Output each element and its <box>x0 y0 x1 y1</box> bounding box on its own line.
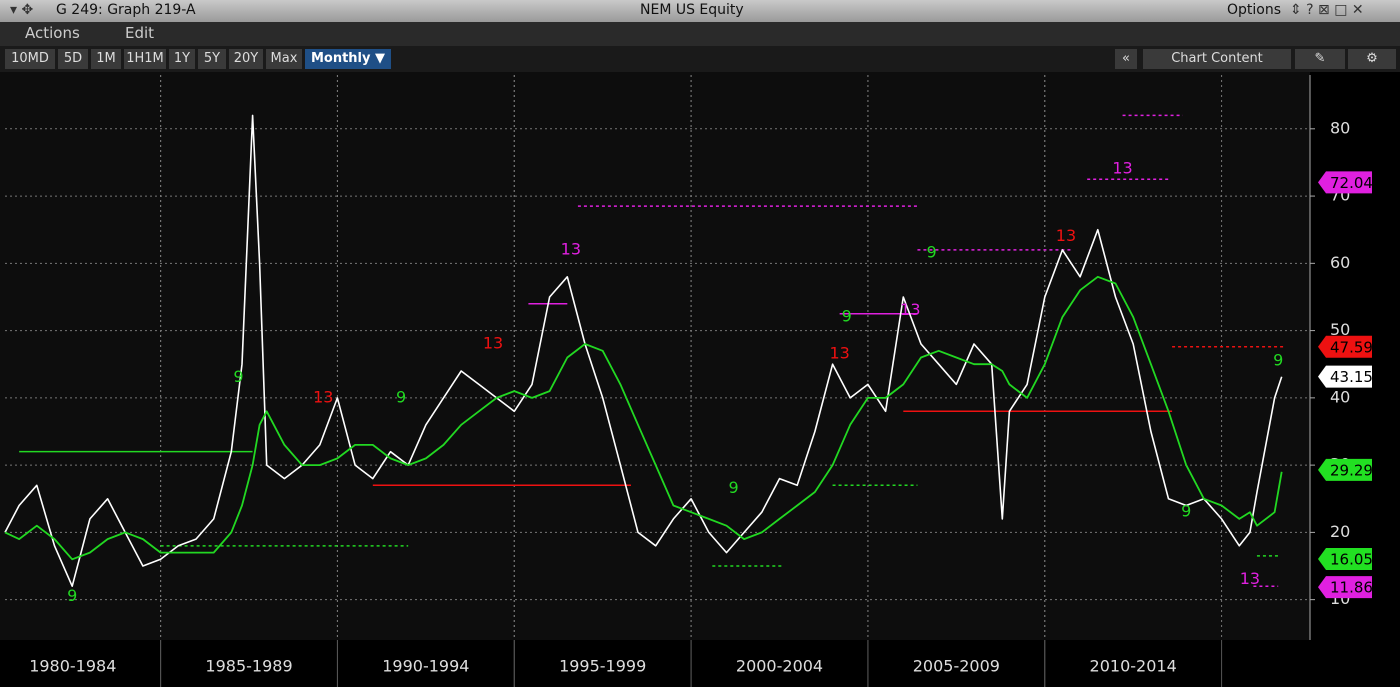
price-tag <box>1318 576 1372 599</box>
annotation: 13 <box>900 300 920 319</box>
range-button[interactable]: Monthly ▼ <box>305 49 391 69</box>
price-label: 47.59 <box>1330 338 1373 356</box>
menu-bar: Actions Edit <box>0 22 1400 46</box>
annotation: 13 <box>561 239 581 258</box>
y-tick-label: 40 <box>1330 387 1350 406</box>
x-tick-label: 1990-1994 <box>382 657 469 676</box>
menu-item[interactable]: Edit <box>125 24 155 42</box>
range-button[interactable]: 1M <box>91 49 121 69</box>
price-label: 11.86 <box>1330 579 1373 597</box>
annotation: 13 <box>483 334 503 353</box>
y-tick-label: 80 <box>1330 118 1350 137</box>
annotation: 13 <box>829 344 849 363</box>
moving-average-line <box>4 275 1283 561</box>
x-tick-label: 2005-2009 <box>913 657 1000 676</box>
annotation: 9 <box>926 243 936 262</box>
annotation: 13 <box>1056 226 1076 245</box>
settings-button[interactable]: ⚙ <box>1348 49 1396 69</box>
y-tick-label: 50 <box>1330 320 1350 339</box>
edit-button[interactable]: ✎ <box>1295 49 1345 69</box>
price-tag <box>1318 547 1372 570</box>
price-tag <box>1318 335 1372 358</box>
annotation: 9 <box>233 367 243 386</box>
x-tick-label: 2010-2014 <box>1090 657 1177 676</box>
window-title: G 249: Graph 219-A <box>56 2 196 18</box>
range-button[interactable]: 5Y <box>198 49 226 69</box>
x-tick-label: 2000-2004 <box>736 657 823 676</box>
x-tick-label: 1985-1989 <box>205 657 292 676</box>
annotation: 9 <box>728 478 738 497</box>
menu-item[interactable]: Actions <box>25 24 80 42</box>
x-tick-label: 1995-1999 <box>559 657 646 676</box>
range-button[interactable]: Max <box>266 49 302 69</box>
price-tag <box>1318 458 1372 481</box>
annotation: 13 <box>313 387 333 406</box>
annotation: 9 <box>396 387 406 406</box>
price-label: 16.05 <box>1330 550 1373 568</box>
range-button[interactable]: 20Y <box>229 49 263 69</box>
window-controls[interactable]: ⇕ ? ⊠ □ ✕ <box>1290 2 1364 18</box>
options[interactable]: Options <box>1227 2 1282 18</box>
price-label: 72.04 <box>1330 174 1373 192</box>
price-line <box>4 114 1283 588</box>
price-tag <box>1318 365 1372 388</box>
range-button[interactable]: 1H1M <box>124 49 166 69</box>
y-tick-label: 60 <box>1330 253 1350 272</box>
price-label: 43.15 <box>1330 368 1373 386</box>
x-tick-label: 1980-1984 <box>29 657 116 676</box>
annotation: 13 <box>1240 569 1260 588</box>
collapse-button[interactable]: « <box>1115 49 1137 69</box>
plot-background <box>0 72 1310 640</box>
annotation: 13 <box>1112 159 1132 178</box>
annotation: 9 <box>1273 350 1283 369</box>
range-button[interactable]: 1Y <box>169 49 195 69</box>
annotation: 9 <box>1181 502 1191 521</box>
icon: ▾ ✥ <box>10 2 34 18</box>
x-label-strip <box>0 640 1400 687</box>
annotation: 9 <box>67 586 77 605</box>
annotation: 9 <box>842 307 852 326</box>
ticker[interactable]: NEM US Equity <box>640 2 744 18</box>
y-tick-label: 20 <box>1330 522 1350 541</box>
range-button[interactable]: 10MD <box>5 49 55 69</box>
range-button[interactable]: 5D <box>58 49 88 69</box>
toolbar: 10MD 5D 1M 1H1M 1Y 5Y 20Y Max Monthly ▼ « Chart Co… <box>0 46 1400 72</box>
price-tag <box>1318 171 1372 194</box>
chart: 10203040506070801980-19841985-19891990-1… <box>0 72 1400 687</box>
title-bar: ▾ ✥ G 249: Graph 219-A NEM US Equity Opt… <box>0 0 1400 22</box>
chart-content-button[interactable]: Chart Content <box>1143 49 1291 69</box>
price-label: 29.2901 <box>1330 461 1392 479</box>
